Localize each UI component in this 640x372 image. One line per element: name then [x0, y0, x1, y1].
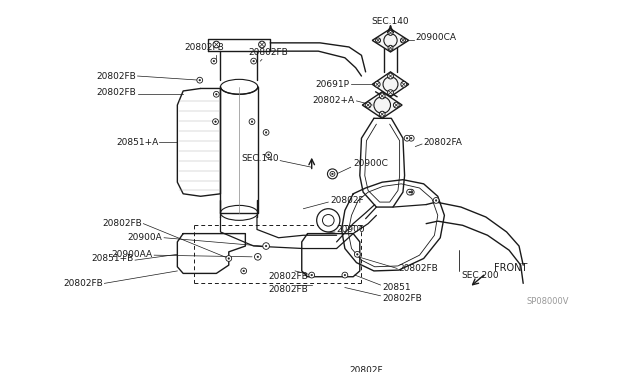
Text: FRONT: FRONT	[494, 263, 527, 273]
Text: SEC.200: SEC.200	[461, 270, 499, 280]
Circle shape	[265, 245, 267, 247]
Circle shape	[226, 256, 232, 262]
Circle shape	[243, 270, 244, 272]
Circle shape	[408, 189, 414, 195]
Circle shape	[263, 129, 269, 135]
Circle shape	[406, 137, 408, 139]
Circle shape	[311, 274, 312, 276]
Circle shape	[197, 77, 203, 83]
Circle shape	[255, 253, 261, 260]
Circle shape	[356, 253, 358, 255]
Circle shape	[214, 121, 216, 122]
Circle shape	[376, 38, 381, 43]
Circle shape	[410, 191, 412, 193]
Circle shape	[330, 171, 335, 176]
Circle shape	[332, 173, 333, 175]
Text: 20802FB: 20802FB	[269, 272, 308, 281]
Text: 20802FB: 20802FB	[96, 71, 136, 80]
Text: 20802FA: 20802FA	[424, 138, 463, 147]
Polygon shape	[372, 29, 409, 52]
Text: 20691P: 20691P	[315, 80, 349, 89]
Circle shape	[251, 121, 253, 122]
Text: 20900AA: 20900AA	[111, 250, 152, 259]
Circle shape	[253, 60, 255, 62]
Circle shape	[388, 73, 394, 79]
Circle shape	[433, 198, 439, 203]
Text: 20802FB: 20802FB	[269, 285, 308, 295]
Polygon shape	[372, 72, 409, 97]
Circle shape	[406, 189, 412, 195]
Text: 20851+A: 20851+A	[116, 138, 158, 147]
Text: 20900CA: 20900CA	[415, 33, 456, 42]
Text: 20851+B: 20851+B	[91, 254, 133, 263]
Text: 20802FB: 20802FB	[96, 88, 136, 97]
Circle shape	[401, 38, 405, 43]
Circle shape	[249, 119, 255, 125]
Circle shape	[212, 119, 218, 125]
Circle shape	[342, 272, 348, 278]
Text: 20802F: 20802F	[349, 366, 383, 372]
Circle shape	[355, 251, 360, 257]
Text: 20802FB: 20802FB	[102, 219, 141, 228]
Circle shape	[404, 135, 410, 141]
Circle shape	[408, 135, 414, 141]
Circle shape	[374, 81, 380, 87]
Circle shape	[380, 93, 385, 99]
Text: 20802FB: 20802FB	[184, 43, 224, 52]
Circle shape	[259, 41, 265, 48]
Circle shape	[388, 45, 393, 50]
Circle shape	[213, 60, 214, 62]
Circle shape	[410, 137, 412, 139]
Text: 20851: 20851	[382, 283, 411, 292]
Text: SEC.140: SEC.140	[372, 17, 410, 26]
Circle shape	[268, 154, 269, 155]
Circle shape	[216, 93, 217, 95]
Circle shape	[388, 90, 394, 96]
Text: 20900: 20900	[337, 225, 365, 234]
Circle shape	[265, 132, 267, 133]
Text: SP08000V: SP08000V	[526, 297, 569, 306]
Circle shape	[257, 256, 259, 258]
Circle shape	[394, 102, 399, 108]
Circle shape	[199, 79, 200, 81]
Circle shape	[380, 111, 385, 117]
Text: 20802FB: 20802FB	[63, 279, 102, 288]
Text: 20802FB: 20802FB	[249, 48, 289, 57]
Circle shape	[365, 102, 371, 108]
Text: 20900A: 20900A	[127, 233, 163, 242]
Text: 20900C: 20900C	[353, 160, 388, 169]
Circle shape	[401, 81, 406, 87]
Circle shape	[251, 58, 257, 64]
Circle shape	[266, 152, 271, 158]
Circle shape	[328, 169, 337, 179]
Text: SEC.140: SEC.140	[241, 154, 278, 163]
Text: 20802F: 20802F	[330, 196, 364, 205]
Circle shape	[241, 268, 246, 274]
Circle shape	[309, 272, 315, 278]
Circle shape	[344, 274, 346, 276]
Circle shape	[317, 209, 340, 232]
Circle shape	[228, 258, 230, 259]
Circle shape	[263, 243, 269, 249]
Text: 20802+A: 20802+A	[313, 96, 355, 105]
Circle shape	[211, 58, 217, 64]
Circle shape	[435, 200, 437, 201]
Text: 20802FB: 20802FB	[382, 294, 422, 303]
Circle shape	[409, 191, 410, 193]
Text: 20802FB: 20802FB	[399, 264, 438, 273]
Circle shape	[213, 41, 220, 48]
Circle shape	[213, 92, 220, 97]
Circle shape	[388, 31, 393, 35]
Polygon shape	[362, 92, 402, 118]
